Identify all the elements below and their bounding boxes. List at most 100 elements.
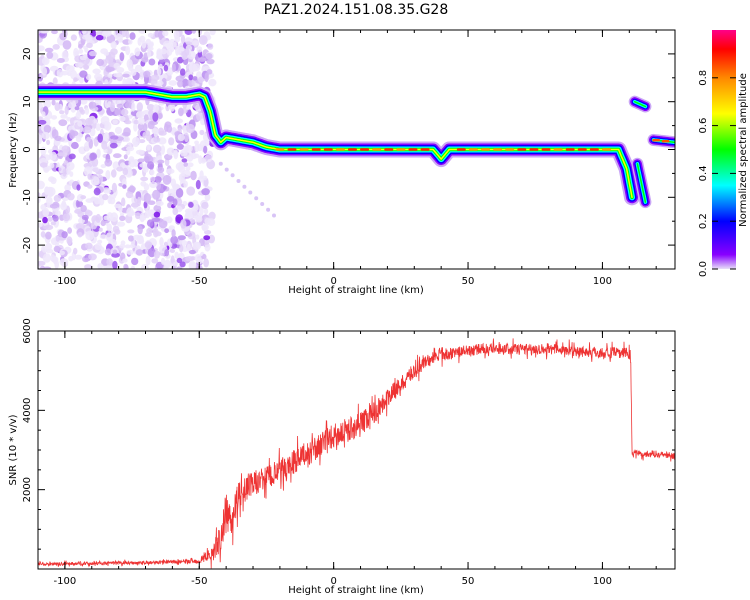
- spectrogram-noise-blob: [169, 249, 176, 253]
- spectrogram-x-label: Height of straight line (km): [288, 285, 424, 296]
- spectrogram-noise-blob: [95, 31, 103, 36]
- spectrogram-noise-blob: [135, 249, 144, 256]
- spectrogram-noise-blob: [78, 48, 84, 54]
- spectrogram-noise-blob: [84, 264, 92, 269]
- spectrogram-noise-blob: [41, 131, 50, 140]
- spectrogram-noise-blob: [186, 162, 194, 168]
- spectrogram-noise-blob: [145, 255, 151, 266]
- spectrogram-noise-blob: [110, 41, 117, 49]
- spectrogram-noise-blob: [130, 202, 140, 208]
- spectrogram-noise-blob: [103, 189, 112, 194]
- spectrogram-noise-blob: [192, 76, 198, 81]
- spectrogram-noise-blob: [153, 204, 162, 212]
- x-tick-label: -50: [191, 576, 207, 587]
- spectrogram-noise-blob: [170, 255, 175, 264]
- spectrogram-noise-blob: [146, 228, 153, 234]
- spectrogram-noise-blob: [162, 30, 169, 37]
- spectrogram-noise-blob: [129, 244, 136, 249]
- spectrogram-noise-blob: [198, 155, 203, 165]
- spectrogram-noise-blob: [94, 197, 101, 205]
- spectrogram-noise-blob: [198, 35, 208, 45]
- spectrogram-noise-blob: [172, 207, 179, 216]
- spectrogram-noise-blob: [128, 235, 134, 242]
- y-tick-label: 6000: [22, 318, 33, 343]
- spectrogram-noise-blob: [40, 265, 45, 269]
- spectrogram-noise-blob: [86, 42, 93, 49]
- spectrogram-noise-blob: [38, 45, 45, 52]
- spectrogram-noise-blob: [224, 167, 229, 172]
- x-tick-label: -100: [54, 576, 77, 587]
- spectrogram-noise-blob: [207, 43, 214, 50]
- spectrogram-noise-blob: [183, 162, 188, 167]
- spectrogram-noise-blob: [116, 221, 126, 227]
- spectrogram-noise-blob: [51, 99, 56, 106]
- spectrogram-noise-blob: [92, 166, 99, 173]
- colorbar-tick-label: 0.8: [698, 70, 709, 86]
- y-tick-label: 10: [22, 95, 33, 108]
- spectrogram-noise-blob: [122, 167, 129, 176]
- spectrogram-noise-blob: [126, 146, 135, 152]
- spectrogram-noise-blob: [142, 123, 148, 132]
- spectrogram-noise-blob: [52, 77, 58, 86]
- spectrogram-noise-blob: [177, 133, 185, 142]
- spectrogram-noise-layer: [38, 30, 276, 269]
- spectrogram-noise-blob: [50, 115, 58, 120]
- spectrogram-noise-blob: [59, 258, 69, 267]
- spectrogram-noise-blob: [156, 68, 162, 76]
- spectrogram-noise-blob: [44, 224, 54, 231]
- spectrogram-noise-blob: [144, 209, 151, 219]
- x-tick-label: -50: [191, 276, 207, 287]
- spectrogram-noise-blob: [163, 123, 169, 132]
- spectrogram-noise-blob: [149, 181, 158, 188]
- spectrogram-noise-blob: [92, 68, 101, 75]
- spectrogram-noise-blob: [109, 102, 116, 113]
- spectrogram-noise-blob: [58, 119, 68, 127]
- spectrogram-noise-blob: [49, 203, 59, 209]
- y-tick-label: 20: [22, 48, 33, 61]
- spectrogram-noise-blob: [152, 112, 159, 122]
- spectrogram-noise-blob: [66, 161, 75, 171]
- spectrogram-noise-blob: [46, 196, 53, 206]
- spectrogram-noise-blob: [176, 266, 183, 269]
- spectrogram-noise-blob: [137, 158, 145, 163]
- spectrogram-noise-blob: [191, 30, 197, 34]
- spectrogram-noise-blob: [179, 68, 186, 76]
- spectrogram-noise-blob: [122, 73, 130, 78]
- spectrogram-noise-blob: [178, 239, 188, 246]
- spectrogram-noise-blob: [106, 258, 114, 266]
- spectrogram-noise-blob: [98, 197, 105, 206]
- spectrogram-noise-blob: [54, 259, 59, 269]
- spectrogram-noise-blob: [146, 144, 151, 151]
- colorbar-tick-label: 0.0: [698, 261, 709, 277]
- spectrogram-noise-blob: [167, 202, 173, 209]
- spectrogram-noise-blob: [38, 192, 41, 197]
- spectrogram-noise-blob: [126, 249, 134, 255]
- spectrogram-noise-blob: [176, 257, 183, 264]
- spectrogram-noise-blob: [152, 227, 159, 238]
- spectrogram-noise-blob: [168, 137, 175, 146]
- spectrogram-noise-blob: [105, 170, 111, 180]
- spectrogram-noise-blob: [70, 69, 77, 80]
- spectrogram-noise-blob: [152, 189, 161, 200]
- spectrogram-noise-blob: [157, 80, 164, 86]
- spectrogram-noise-blob: [128, 158, 136, 168]
- spectrogram-noise-blob: [175, 45, 180, 56]
- colorbar-ticks: 0.0 0.2 0.4 0.6 0.8: [698, 70, 736, 277]
- spectrogram-noise-blob: [141, 263, 149, 269]
- spectrogram-noise-blob: [149, 176, 156, 182]
- spectrogram-noise-blob: [236, 179, 241, 183]
- spectrogram-noise-blob: [66, 117, 72, 122]
- spectrogram-noise-blob: [84, 210, 93, 217]
- spectrogram-noise-blob: [61, 231, 68, 239]
- spectrogram-noise-blob: [75, 222, 85, 230]
- spectrogram-noise-blob: [115, 33, 123, 41]
- spectrogram-noise-blob: [158, 30, 163, 41]
- spectrogram-noise-blob: [142, 132, 147, 139]
- spectrogram-noise-blob: [40, 146, 47, 156]
- spectrogram-noise-blob: [143, 156, 151, 162]
- spectrogram-noise-blob: [218, 161, 223, 166]
- spectrogram-noise-blob: [76, 201, 84, 208]
- x-tick-label: 50: [462, 276, 475, 287]
- spectrogram-noise-blob: [59, 110, 65, 115]
- spectrogram-noise-blob: [201, 188, 210, 196]
